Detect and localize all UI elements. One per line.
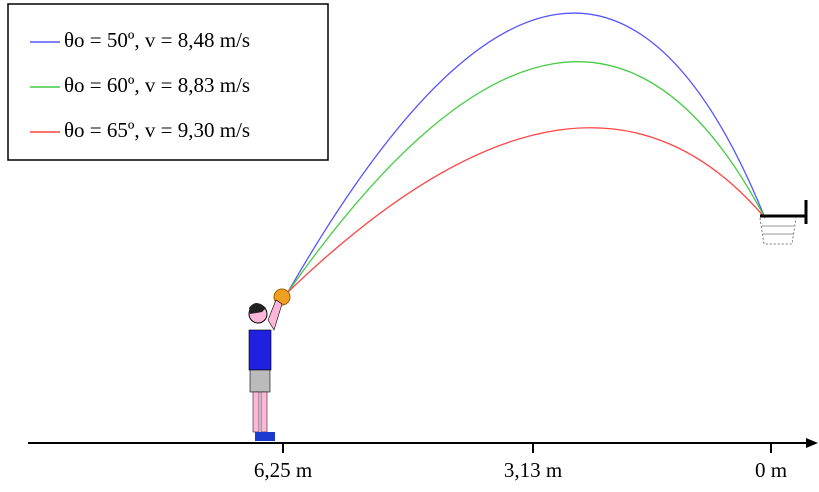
player: [248, 288, 291, 441]
legend-box: [7, 3, 329, 161]
trajectory: [287, 12, 766, 293]
trajectory: [287, 61, 766, 293]
axis-arrow: [806, 438, 818, 448]
trajectory: [287, 127, 766, 293]
tick-label: 6,25 m: [254, 458, 312, 482]
legend-label: θo = 50º, v = 8,48 m/s: [64, 28, 250, 52]
tick-label: 3,13 m: [504, 458, 562, 482]
legend-label: θo = 60º, v = 8,83 m/s: [64, 73, 250, 97]
legend-label: θo = 65º, v = 9,30 m/s: [64, 118, 250, 142]
hoop: [759, 200, 808, 245]
tick-label: 0 m: [755, 458, 787, 482]
